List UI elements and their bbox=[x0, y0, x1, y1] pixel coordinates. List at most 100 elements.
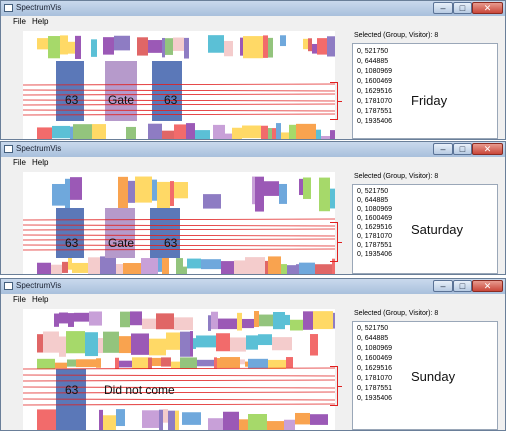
spectrum-stripe bbox=[208, 35, 224, 53]
spectrum-stripe bbox=[208, 315, 211, 331]
list-item[interactable]: 0, 1935406 bbox=[357, 251, 393, 258]
menu-file[interactable]: File bbox=[13, 158, 26, 167]
spectrum-stripe bbox=[103, 37, 114, 55]
list-item[interactable]: 0, 1080969 bbox=[357, 68, 393, 75]
list-item[interactable]: 0, 1080969 bbox=[357, 206, 393, 213]
list-item[interactable]: 0, 1781070 bbox=[357, 375, 393, 382]
spectrum-stripe bbox=[330, 188, 335, 209]
spectrum-stripe bbox=[37, 409, 56, 430]
spectrum-stripe bbox=[91, 39, 97, 57]
list-item[interactable]: 0, 1600469 bbox=[357, 78, 393, 85]
spectrum-stripe bbox=[217, 358, 220, 369]
spectrum-stripe bbox=[237, 312, 242, 331]
menu-file[interactable]: File bbox=[13, 17, 26, 26]
spectrum-stripe bbox=[55, 362, 67, 369]
selection-line bbox=[23, 398, 335, 401]
app-icon bbox=[4, 145, 13, 153]
selection-line bbox=[23, 228, 335, 231]
list-item[interactable]: 0, 644885 bbox=[357, 197, 389, 204]
list-item[interactable]: 0, 1935406 bbox=[357, 118, 393, 125]
list-item[interactable]: 0, 1629516 bbox=[357, 88, 393, 95]
maximize-button[interactable]: □ bbox=[453, 280, 472, 292]
spectrum-stripe bbox=[148, 357, 152, 369]
selection-line bbox=[23, 234, 335, 237]
list-item[interactable]: 0, 1629516 bbox=[357, 365, 393, 372]
window-title: SpectrumVis bbox=[16, 281, 62, 290]
minimize-button[interactable]: – bbox=[433, 2, 453, 14]
visitor-list[interactable]: 0, 521750 0, 644885 0, 1080969 0, 160046… bbox=[352, 321, 498, 430]
spectrum-stripe bbox=[239, 419, 248, 430]
list-item[interactable]: 0, 1781070 bbox=[357, 98, 393, 105]
spectrum-stripe bbox=[273, 311, 285, 330]
spectrum-stripe bbox=[37, 38, 48, 50]
minimize-button[interactable]: – bbox=[433, 143, 453, 155]
spectrum-stripe bbox=[195, 130, 210, 139]
spectrum-canvas bbox=[23, 311, 335, 430]
menu-help[interactable]: Help bbox=[32, 295, 49, 304]
list-item[interactable]: 0, 644885 bbox=[357, 335, 389, 342]
list-item[interactable]: 0, 1935406 bbox=[357, 395, 393, 402]
title-bar: SpectrumVis – □ ✕ bbox=[1, 279, 505, 294]
menu-file[interactable]: File bbox=[13, 295, 26, 304]
spectrum-stripe bbox=[116, 264, 123, 274]
list-item[interactable]: 0, 1600469 bbox=[357, 355, 393, 362]
spectrum-stripe bbox=[180, 357, 197, 369]
spectrum-visualization[interactable] bbox=[23, 309, 335, 430]
spectrum-stripe bbox=[248, 414, 267, 430]
spectrum-stripe bbox=[152, 357, 161, 367]
spectrum-stripe bbox=[245, 361, 248, 367]
spectrum-stripe bbox=[246, 335, 258, 350]
minimize-button[interactable]: – bbox=[433, 280, 453, 292]
list-item[interactable]: 0, 1080969 bbox=[357, 345, 393, 352]
spectrum-stripe bbox=[37, 262, 51, 274]
list-item[interactable]: 0, 521750 bbox=[357, 48, 389, 55]
selection-line bbox=[23, 109, 335, 112]
spectrum-stripe bbox=[190, 331, 193, 357]
close-button[interactable]: ✕ bbox=[472, 143, 503, 155]
spectrum-stripe bbox=[211, 311, 218, 330]
spectrum-stripe bbox=[213, 124, 225, 139]
spectrum-stripe bbox=[299, 178, 303, 196]
spectrum-stripe bbox=[234, 260, 245, 274]
spectrum-stripe bbox=[252, 176, 255, 205]
close-button[interactable]: ✕ bbox=[472, 280, 503, 292]
list-item[interactable]: 0, 521750 bbox=[357, 188, 389, 195]
selected-count: 8 bbox=[434, 173, 439, 180]
selection-line bbox=[23, 386, 335, 389]
list-item[interactable]: 0, 521750 bbox=[357, 325, 389, 332]
spectrum-stripe bbox=[258, 334, 272, 346]
visitor-list[interactable]: 0, 521750 0, 644885 0, 1080969 0, 160046… bbox=[352, 184, 498, 274]
group-label-right: 63 bbox=[164, 93, 178, 107]
list-item[interactable]: 0, 644885 bbox=[357, 58, 389, 65]
spectrum-stripe bbox=[100, 256, 116, 274]
spectrum-stripe bbox=[92, 124, 106, 139]
selection-line bbox=[23, 244, 335, 247]
close-button[interactable]: ✕ bbox=[472, 2, 503, 14]
selection-line bbox=[23, 374, 335, 377]
list-item[interactable]: 0, 1787551 bbox=[357, 385, 393, 392]
maximize-button[interactable]: □ bbox=[453, 143, 472, 155]
spectrum-visualization[interactable] bbox=[23, 31, 335, 139]
list-item[interactable]: 0, 1629516 bbox=[357, 224, 393, 231]
list-item[interactable]: 0, 1781070 bbox=[357, 233, 393, 240]
spectrum-stripe bbox=[141, 258, 158, 274]
day-label: Friday bbox=[411, 93, 448, 108]
spectrum-stripe bbox=[128, 180, 135, 203]
spectrum-stripe bbox=[75, 35, 81, 59]
menu-help[interactable]: Help bbox=[32, 17, 49, 26]
visitor-list[interactable]: 0, 521750 0, 644885 0, 1080969 0, 160046… bbox=[352, 43, 498, 139]
spectrum-stripe bbox=[142, 318, 156, 329]
spectrum-stripe bbox=[184, 37, 189, 59]
maximize-button[interactable]: □ bbox=[453, 2, 472, 14]
selection-line bbox=[23, 218, 335, 221]
list-item[interactable]: 0, 1600469 bbox=[357, 215, 393, 222]
selection-line bbox=[23, 403, 335, 406]
list-item[interactable]: 0, 1787551 bbox=[357, 108, 393, 115]
spectrum-stripe bbox=[313, 311, 333, 330]
spectrum-visualization[interactable] bbox=[23, 172, 335, 274]
list-item[interactable]: 0, 1787551 bbox=[357, 242, 393, 249]
spectrum-stripe bbox=[96, 358, 101, 368]
menu-help[interactable]: Help bbox=[32, 158, 49, 167]
spectrum-stripe bbox=[295, 412, 310, 425]
spectrum-stripe bbox=[265, 260, 268, 274]
